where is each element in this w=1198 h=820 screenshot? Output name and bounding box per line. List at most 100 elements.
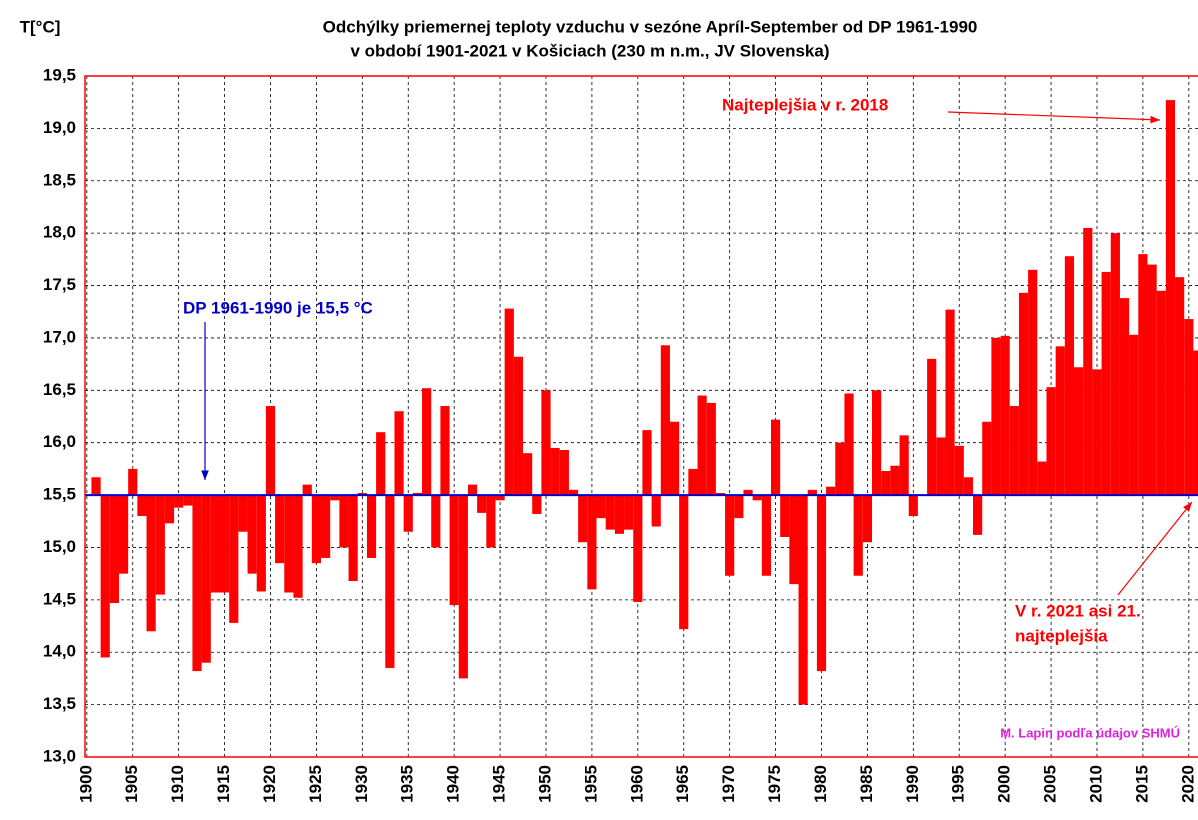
bar (366, 495, 377, 558)
x-tick-label: 1980 (811, 765, 830, 803)
bar (890, 465, 900, 496)
annotation-arrow (1117, 501, 1193, 596)
bar (826, 486, 836, 496)
bar (642, 430, 652, 496)
bar (596, 495, 606, 519)
bar (945, 309, 955, 496)
bar (798, 495, 808, 705)
bar (164, 495, 175, 524)
x-tick-label: 2015 (1132, 765, 1151, 803)
bar (660, 345, 670, 496)
bar (256, 495, 266, 592)
y-tick-label: 14,5 (43, 589, 76, 608)
bar (532, 495, 542, 514)
bar (1037, 461, 1047, 496)
bar (394, 411, 404, 496)
x-tick-label: 1935 (398, 765, 417, 803)
x-tick-label: 2000 (995, 765, 1014, 803)
bar (991, 337, 1001, 496)
y-tick-label: 16,0 (43, 432, 76, 451)
baseline-label: DP 1961-1990 je 15,5 °C (183, 298, 373, 317)
x-tick-label: 1985 (857, 765, 876, 803)
bar (624, 495, 634, 530)
x-tick-label: 1990 (903, 765, 922, 803)
bar (431, 495, 441, 548)
bar (192, 495, 202, 672)
bar (467, 484, 478, 496)
bar (871, 390, 882, 496)
bar (1000, 335, 1010, 496)
y-tick-label: 13,0 (43, 746, 76, 765)
x-tick-label: 1955 (581, 765, 600, 803)
bar (284, 495, 294, 593)
x-tick-label: 1960 (627, 765, 646, 803)
bar (780, 495, 790, 537)
bar (293, 495, 303, 598)
bar (1129, 334, 1139, 496)
bar (633, 495, 643, 602)
bar (486, 495, 496, 548)
bar (816, 495, 827, 672)
bar (715, 492, 726, 496)
y-tick-label: 18,0 (43, 223, 76, 242)
bar (265, 406, 276, 496)
bar (100, 495, 110, 658)
bar (578, 495, 588, 543)
bar (146, 495, 156, 632)
y-tick-label: 17,5 (43, 275, 76, 294)
x-tick-label: 1925 (306, 765, 325, 803)
bar (458, 495, 468, 679)
bar (183, 495, 193, 506)
bar (330, 495, 340, 501)
bar (339, 495, 349, 548)
bar (568, 489, 579, 496)
x-tick-label: 1920 (260, 765, 279, 803)
bar (963, 477, 974, 496)
bar (1101, 271, 1111, 496)
bar (449, 495, 459, 606)
credit: M. Lapin podľa údajov SHMÚ (1000, 725, 1180, 740)
bar (440, 406, 450, 496)
y-tick-label: 13,5 (43, 694, 76, 713)
bar (201, 495, 211, 663)
bar (669, 421, 680, 496)
bar (743, 489, 753, 496)
bar (1119, 298, 1130, 496)
bar (210, 495, 220, 593)
bar (238, 495, 248, 532)
bar (706, 402, 716, 496)
bar (311, 495, 322, 564)
y-tick-label: 16,5 (43, 380, 76, 399)
bar (275, 495, 285, 564)
bar (219, 495, 230, 593)
bar (835, 442, 845, 496)
bar (1184, 319, 1194, 496)
bar (853, 495, 863, 576)
bar (523, 453, 533, 496)
bar (302, 484, 312, 496)
bar (1055, 346, 1065, 496)
bar (1110, 233, 1120, 496)
bar (559, 450, 569, 496)
bar (725, 495, 735, 576)
x-tick-label: 2010 (1086, 765, 1105, 803)
bar (688, 468, 698, 496)
bar (605, 495, 615, 530)
x-tick-label: 1930 (352, 765, 371, 803)
bar (1193, 350, 1198, 496)
bar (587, 495, 597, 590)
bar (1156, 290, 1166, 496)
bar (1074, 367, 1084, 496)
bar (1083, 227, 1093, 496)
bar (982, 421, 992, 496)
x-tick-label: 1940 (444, 765, 463, 803)
bar (495, 495, 505, 501)
bar (403, 495, 413, 532)
x-tick-label: 1970 (719, 765, 738, 803)
y-tick-label: 15,0 (43, 537, 76, 556)
y-axis-label: T[°C] (20, 17, 61, 36)
x-tick-label: 1915 (214, 765, 233, 803)
bar (357, 492, 367, 496)
bar (807, 489, 817, 496)
